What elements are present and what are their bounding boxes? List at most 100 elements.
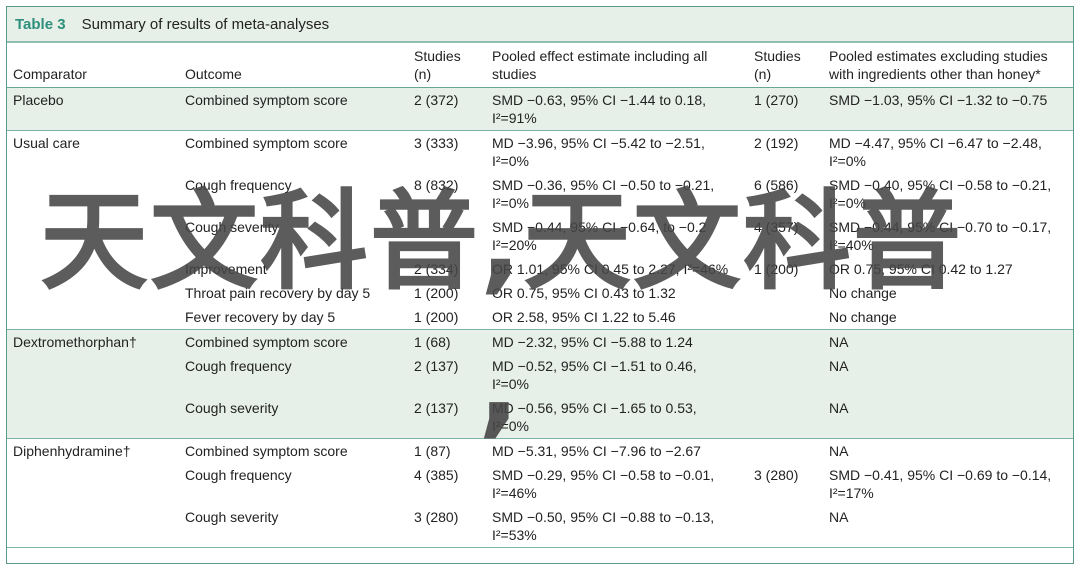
comparator-cell: Dextromethorphan† — [7, 329, 179, 354]
studies-excl-cell — [748, 281, 823, 305]
comparator-cell — [7, 396, 179, 439]
outcome-cell: Combined symptom score — [185, 135, 348, 151]
table-title: Summary of results of meta-analyses — [81, 15, 330, 33]
results-table-frame: Table 3 Summary of results of meta-analy… — [6, 6, 1074, 564]
outcome-cell: Cough frequency — [185, 467, 292, 483]
estimate-cell: MD −3.96, 95% CI −5.42 to −2.51, I²=0% — [492, 135, 705, 169]
table-row: Dextromethorphan† Combined symptom score 1… — [7, 329, 1073, 354]
studies-cell: 2 (334) — [414, 261, 459, 277]
header-row: Comparator Outcome Studies (n) Pooled ef… — [7, 43, 1073, 88]
estimate-excl-cell: No change — [823, 305, 1073, 330]
meta-analysis-table: Comparator Outcome Studies (n) Pooled ef… — [7, 43, 1073, 548]
studies-excl-cell — [748, 305, 823, 330]
estimate-cell: MD −5.31, 95% CI −7.96 to −2.67 — [492, 443, 701, 459]
table-row: Cough severity 3 (280) SMD −0.50, 95% CI −… — [7, 505, 1073, 548]
studies-excl-cell: 1 (270) — [748, 87, 823, 131]
outcome-cell: Cough severity — [179, 505, 408, 548]
estimate-cell: MD −0.56, 95% CI −1.65 to 0.53, I²=0% — [486, 396, 748, 439]
header-pooled-excl: Pooled estimates excluding studies with … — [823, 43, 1073, 88]
comparator-cell — [7, 305, 179, 330]
outcome-cell: Improvement — [185, 261, 267, 277]
header-pooled-all: Pooled effect estimate including all stu… — [486, 43, 748, 88]
comparator-cell — [7, 173, 179, 215]
outcome-cell: Cough frequency — [179, 354, 408, 396]
studies-excl-cell — [748, 505, 823, 548]
comparator-cell: Usual care — [13, 135, 80, 151]
outcome-cell: Combined symptom score — [185, 443, 348, 459]
studies-cell: 2 (372) — [408, 87, 486, 131]
estimate-excl-cell: SMD −1.03, 95% CI −1.32 to −0.75 — [823, 87, 1073, 131]
studies-excl-cell: 4 (357) — [754, 219, 799, 235]
table-row: Cough frequency 4 (385) SMD −0.29, 95% CI … — [7, 463, 1073, 505]
estimate-excl-cell: No change — [829, 285, 897, 301]
table-body: Placebo Combined symptom score 2 (372) SMD … — [7, 87, 1073, 548]
studies-cell — [408, 215, 486, 257]
estimate-excl-cell: SMD −0.41, 95% CI −0.69 to −0.14, I²=17% — [829, 467, 1052, 501]
outcome-cell: Throat pain recovery by day 5 — [185, 285, 371, 301]
estimate-cell: SMD −0.63, 95% CI −1.44 to 0.18, I²=91% — [486, 87, 748, 131]
table-label: Table 3 — [15, 15, 66, 33]
outcome-cell: Cough frequency — [185, 177, 292, 193]
estimate-cell: SMD −0.36, 95% CI −0.50 to −0.21, I²=0% — [492, 177, 715, 211]
estimate-cell: OR 2.58, 95% CI 1.22 to 5.46 — [486, 305, 748, 330]
studies-excl-cell — [748, 396, 823, 439]
studies-cell: 2 (137) — [408, 396, 486, 439]
studies-excl-cell — [748, 354, 823, 396]
studies-cell: 1 (200) — [414, 285, 459, 301]
studies-excl-cell: 2 (192) — [754, 135, 799, 151]
estimate-cell: SMD −0.29, 95% CI −0.58 to −0.01, I²=46% — [492, 467, 715, 501]
studies-excl-cell: 6 (586) — [754, 177, 799, 193]
estimate-cell: MD −0.52, 95% CI −1.51 to 0.46, I²=0% — [486, 354, 748, 396]
studies-excl-cell: 3 (280) — [754, 467, 799, 483]
studies-excl-cell: 1 (200) — [754, 261, 799, 277]
comparator-cell — [7, 354, 179, 396]
comparator-cell — [7, 463, 179, 505]
estimate-excl-cell: NA — [823, 505, 1073, 548]
estimate-excl-cell: OR 0.75, 95% CI 0.42 to 1.27 — [829, 261, 1013, 277]
table-row: Usual care Combined symptom score 3 (333) M… — [7, 131, 1073, 174]
table-row: Placebo Combined symptom score 2 (372) SMD … — [7, 87, 1073, 131]
studies-cell: 1 (87) — [414, 443, 451, 459]
header-studies-excl: Studies (n) — [748, 43, 823, 88]
outcome-cell: Cough severity — [179, 396, 408, 439]
estimate-excl-cell: NA — [823, 354, 1073, 396]
table-row: Diphenhydramine† Combined symptom score 1 … — [7, 439, 1073, 464]
table-row: Improvement 2 (334) OR 1.01, 95% CI 0.45 t… — [7, 257, 1073, 281]
comparator-cell — [7, 505, 179, 548]
estimate-cell: SMD −0.44, 95% CI −0.64, to −0.2 I²=20% — [492, 219, 707, 253]
studies-cell: 3 (280) — [408, 505, 486, 548]
estimate-excl-cell: SMD −0.40, 95% CI −0.58 to −0.21, I²=0% — [829, 177, 1052, 211]
header-comparator: Comparator — [7, 43, 179, 88]
estimate-cell: SMD −0.50, 95% CI −0.88 to −0.13, I²=53% — [486, 505, 748, 548]
studies-cell: 1 (200) — [408, 305, 486, 330]
outcome-cell: Cough severity — [185, 219, 279, 235]
estimate-excl-cell: NA — [823, 329, 1073, 354]
studies-cell: 2 (137) — [408, 354, 486, 396]
comparator-cell — [7, 215, 179, 257]
estimate-cell: MD −2.32, 95% CI −5.88 to 1.24 — [486, 329, 748, 354]
estimate-excl-cell: NA — [823, 396, 1073, 439]
table-row: Cough severity SMD −0.44, 95% CI −0.64, t… — [7, 215, 1073, 257]
studies-cell: 4 (385) — [414, 467, 459, 483]
studies-cell: 1 (68) — [408, 329, 486, 354]
table-row: Throat pain recovery by day 5 1 (200) OR 0… — [7, 281, 1073, 305]
comparator-cell — [7, 281, 179, 305]
comparator-cell: Diphenhydramine† — [13, 443, 131, 459]
estimate-excl-cell: SMD −0.44, 95% CI −0.70 to −0.17, I²=40% — [829, 219, 1052, 253]
studies-excl-cell — [748, 329, 823, 354]
studies-cell: 8 (832) — [414, 177, 459, 193]
table-row: Cough severity 2 (137) MD −0.56, 95% CI −1… — [7, 396, 1073, 439]
studies-excl-cell — [748, 439, 823, 464]
comparator-cell: Placebo — [7, 87, 179, 131]
table-title-bar: Table 3 Summary of results of meta-analy… — [7, 7, 1073, 43]
header-studies: Studies (n) — [408, 43, 486, 88]
estimate-excl-cell: MD −4.47, 95% CI −6.47 to −2.48, I²=0% — [829, 135, 1042, 169]
comparator-cell — [7, 257, 179, 281]
table-row: Cough frequency 2 (137) MD −0.52, 95% CI −… — [7, 354, 1073, 396]
header-outcome: Outcome — [179, 43, 408, 88]
estimate-cell: OR 1.01, 95% CI 0.45 to 2.27, I²=46% — [492, 261, 729, 277]
outcome-cell: Fever recovery by day 5 — [179, 305, 408, 330]
estimate-cell: OR 0.75, 95% CI 0.43 to 1.32 — [492, 285, 676, 301]
studies-cell: 3 (333) — [414, 135, 459, 151]
